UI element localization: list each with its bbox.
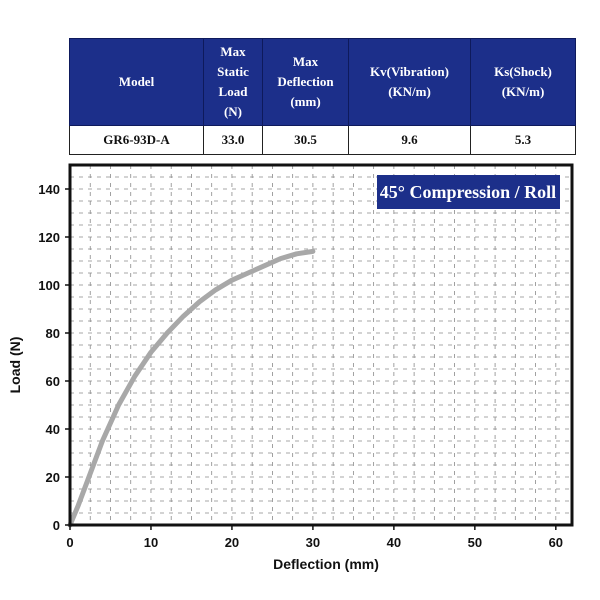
y-axis-label: Load (N) (7, 337, 23, 394)
header-line: (mm) (290, 94, 321, 109)
header-line: Ks(Shock) (494, 64, 552, 79)
chart-badge-text: 45° Compression / Roll (380, 182, 556, 202)
x-tick-label: 60 (549, 535, 563, 550)
header-line: Static (217, 64, 249, 79)
x-tick-label: 20 (225, 535, 239, 550)
cell-max-static-load: 33.0 (203, 125, 263, 155)
x-tick-label: 0 (66, 535, 73, 550)
spec-table-header-row: Model Max Static Load (N) Max Deflection… (69, 38, 576, 126)
y-tick-label: 140 (38, 182, 60, 197)
y-tick-label: 0 (53, 518, 60, 533)
spec-table: Model Max Static Load (N) Max Deflection… (69, 38, 576, 155)
header-max-deflection: Max Deflection (mm) (262, 38, 349, 126)
header-model-line: Model (118, 74, 155, 89)
y-tick-label: 100 (38, 278, 60, 293)
x-tick-label: 50 (468, 535, 482, 550)
chart-grid (70, 165, 572, 525)
y-tick-label: 60 (46, 374, 60, 389)
x-axis-label: Deflection (mm) (273, 556, 379, 572)
header-max-static-load: Max Static Load (N) (203, 38, 263, 126)
load-deflection-chart: 0 10 20 30 40 50 60 0 20 40 60 80 100 120 140 45° Comp… (7, 163, 574, 572)
x-tick-label: 30 (306, 535, 320, 550)
header-line: Kv(Vibration) (370, 64, 449, 79)
cell-kv: 9.6 (348, 125, 471, 155)
header-model: Model (69, 38, 204, 126)
cell-max-deflection: 30.5 (262, 125, 349, 155)
spec-table-row: GR6-93D-A 33.0 30.5 9.6 5.3 (69, 125, 576, 155)
header-line: (N) (223, 104, 243, 119)
cell-model: GR6-93D-A (69, 125, 204, 155)
cell-ks: 5.3 (470, 125, 576, 155)
y-tick-label: 120 (38, 230, 60, 245)
x-tick-label: 40 (387, 535, 401, 550)
y-tick-label: 80 (46, 326, 60, 341)
chart-series (67, 248, 316, 528)
header-line: Max (292, 54, 319, 69)
chart-ticks: 0 10 20 30 40 50 60 0 20 40 60 80 100 120 140 (38, 182, 563, 550)
header-kv: Kv(Vibration) (KN/m) (348, 38, 471, 126)
header-line: (KN/m) (501, 84, 545, 99)
header-line: Deflection (277, 74, 334, 89)
chart-badge (377, 175, 560, 209)
y-tick-label: 40 (46, 422, 60, 437)
x-tick-label: 10 (144, 535, 158, 550)
header-line: (KN/m) (388, 84, 431, 99)
series-line (67, 248, 316, 528)
header-ks: Ks(Shock) (KN/m) (470, 38, 576, 126)
header-line: Load (218, 84, 248, 99)
header-line: Max (220, 44, 246, 59)
y-tick-label: 20 (46, 470, 60, 485)
chart-frame (68, 163, 574, 527)
